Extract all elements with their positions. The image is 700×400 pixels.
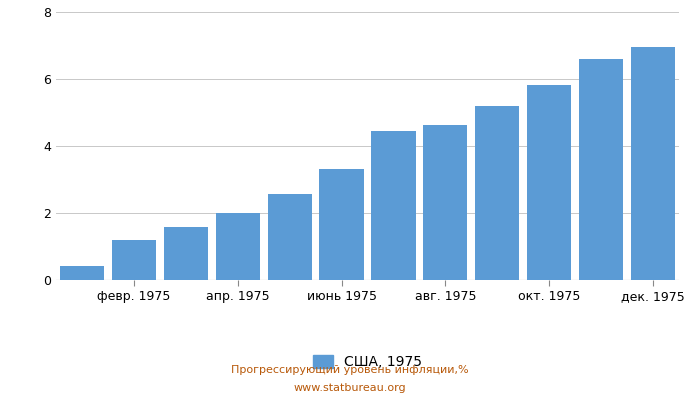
Legend: США, 1975: США, 1975 [307, 350, 428, 375]
Bar [527, 85, 571, 280]
Bar [424, 124, 468, 280]
Bar [631, 47, 675, 280]
Bar [60, 266, 104, 280]
Bar [372, 131, 416, 280]
Bar [216, 213, 260, 280]
Bar [475, 106, 519, 280]
Bar [164, 227, 208, 280]
Bar [267, 194, 312, 280]
Text: Прогрессирующий уровень инфляции,%: Прогрессирующий уровень инфляции,% [231, 365, 469, 375]
Bar [319, 169, 363, 280]
Text: www.statbureau.org: www.statbureau.org [294, 383, 406, 393]
Bar [579, 59, 623, 280]
Bar [112, 240, 156, 280]
